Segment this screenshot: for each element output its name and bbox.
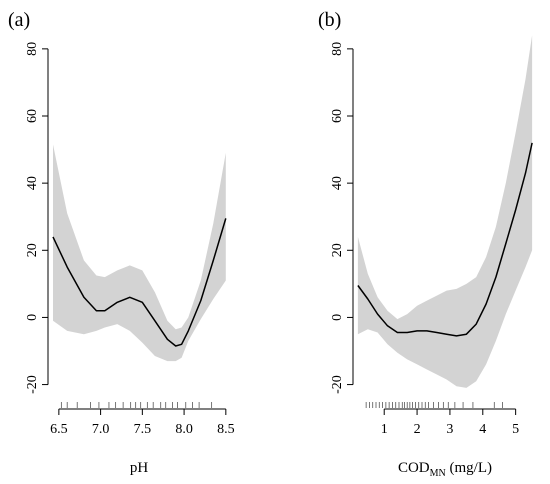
y-tick-label: 80 <box>25 42 40 56</box>
confidence-band <box>53 144 226 362</box>
y-tick-label: 20 <box>25 243 40 257</box>
x-tick-label: 7.0 <box>92 422 110 437</box>
panel-label: (b) <box>318 9 341 31</box>
x-tick-label: 8.0 <box>175 422 193 437</box>
y-tick-label: 40 <box>330 176 345 190</box>
confidence-band <box>357 35 533 388</box>
x-axis-label: pH <box>130 460 149 476</box>
x-axis-label: CODMN (mg/L) <box>398 460 492 479</box>
x-tick-label: 7.5 <box>134 422 152 437</box>
x-tick-label: 8.5 <box>217 422 235 437</box>
x-axis-label-main: COD <box>398 460 430 476</box>
y-tick-label: 60 <box>25 109 40 123</box>
panel-label: (a) <box>8 9 30 31</box>
fitted-curve <box>52 218 227 347</box>
panel-a: (a) -20 0 20 40 60 80 6.5 7.0 7.5 8.0 8.5 pH <box>8 9 235 476</box>
x-axis-label-subscript: MN <box>430 468 446 479</box>
x-tick-label: 1 <box>381 422 388 437</box>
panel-b: (b) -20 0 20 40 60 80 1 2 3 4 5 CODMN (mg/L) <box>318 9 533 479</box>
x-tick-label: 2 <box>414 422 421 437</box>
y-tick-label: 80 <box>330 42 345 56</box>
fitted-curve <box>357 142 533 337</box>
x-tick-label: 3 <box>446 422 453 437</box>
y-tick-label: 0 <box>330 314 345 321</box>
y-tick-label: -20 <box>25 375 40 394</box>
y-tick-label: 20 <box>330 243 345 257</box>
y-tick-label: -20 <box>330 375 345 394</box>
x-axis-label-main: pH <box>130 460 149 476</box>
x-tick-label: 6.5 <box>50 422 68 437</box>
y-tick-label: 0 <box>25 314 40 321</box>
y-tick-label: 60 <box>330 109 345 123</box>
x-tick-label: 5 <box>512 422 519 437</box>
x-axis-label-unit: (mg/L) <box>446 460 492 476</box>
x-tick-label: 4 <box>479 422 486 437</box>
y-tick-label: 40 <box>25 176 40 190</box>
